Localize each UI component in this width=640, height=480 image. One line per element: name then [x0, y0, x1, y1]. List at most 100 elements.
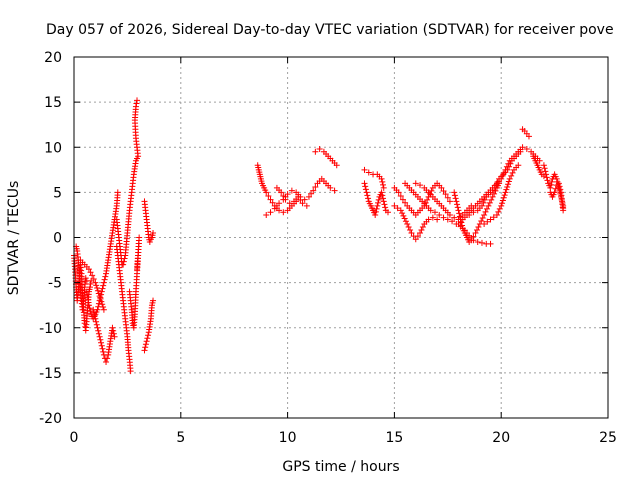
data-point — [103, 359, 110, 366]
data-point — [468, 237, 475, 244]
data-point — [482, 208, 489, 215]
data-point — [424, 196, 431, 203]
data-point — [305, 193, 312, 200]
data-point — [501, 192, 508, 199]
y-tick-label: 20 — [44, 50, 62, 66]
data-point — [451, 189, 458, 196]
data-point — [506, 175, 513, 182]
data-point — [523, 146, 530, 153]
x-axis-label: GPS time / hours — [282, 459, 399, 475]
data-point — [557, 186, 564, 193]
data-point — [404, 220, 411, 227]
data-point — [487, 240, 494, 247]
data-point — [417, 182, 424, 189]
data-point — [493, 211, 500, 218]
data-point — [372, 211, 379, 218]
x-tick-label: 20 — [492, 430, 510, 446]
data-point — [478, 202, 485, 209]
data-point — [288, 187, 295, 194]
x-tick-label: 0 — [70, 430, 79, 446]
data-point — [498, 202, 505, 209]
data-point — [401, 215, 408, 222]
data-point — [473, 226, 480, 233]
data-point — [434, 216, 441, 223]
data-point — [96, 333, 103, 340]
data-point — [548, 181, 555, 188]
data-point — [91, 312, 98, 319]
data-point — [100, 282, 107, 289]
data-point — [263, 189, 270, 196]
data-point — [543, 174, 550, 181]
data-point — [452, 195, 459, 202]
data-point — [82, 275, 89, 282]
data-point — [494, 178, 501, 185]
data-point — [94, 324, 101, 331]
data-point — [142, 344, 149, 351]
data-point — [425, 216, 432, 223]
data-point — [382, 204, 389, 211]
data-point — [278, 189, 285, 196]
data-point — [486, 199, 493, 206]
data-point — [276, 207, 283, 214]
data-point — [312, 183, 319, 190]
data-point — [380, 198, 387, 205]
data-point — [407, 226, 414, 233]
data-point — [87, 280, 94, 287]
data-point — [480, 199, 487, 206]
data-point — [505, 181, 512, 188]
data-point — [483, 205, 490, 212]
data-point — [381, 201, 388, 208]
data-point — [92, 279, 99, 286]
data-point — [429, 214, 436, 221]
data-point — [310, 187, 317, 194]
data-point — [111, 333, 118, 340]
data-point — [470, 209, 477, 216]
data-point — [397, 192, 404, 199]
data-point — [508, 172, 515, 179]
data-point — [308, 190, 315, 197]
data-point — [134, 266, 141, 273]
data-point — [295, 193, 302, 200]
data-point — [444, 216, 451, 223]
data-point — [399, 210, 406, 217]
data-point — [90, 309, 97, 316]
data-point — [333, 162, 340, 169]
y-tick-label: -5 — [48, 276, 62, 292]
data-point — [479, 214, 486, 221]
x-tick-label: 5 — [176, 430, 185, 446]
data-point — [132, 103, 139, 110]
y-tick-label: 15 — [44, 95, 62, 111]
data-point — [478, 217, 485, 224]
data-point — [110, 327, 117, 334]
data-point — [380, 184, 387, 191]
data-point — [525, 133, 532, 140]
data-point — [94, 287, 101, 294]
data-point — [361, 180, 368, 187]
tick-labels: 0 5 10 15 20 25 -20 -15 -10 -5 0 5 10 15 20 — [39, 50, 617, 446]
data-point — [427, 207, 434, 214]
data-point — [487, 216, 494, 223]
data-point — [474, 239, 481, 246]
data-point — [267, 209, 274, 216]
data-point — [98, 339, 105, 346]
data-point — [556, 183, 563, 190]
data-point — [475, 223, 482, 230]
data-point — [540, 162, 547, 169]
chart-title: Day 057 of 2026, Sidereal Day-to-day VTE… — [46, 22, 614, 38]
data-point — [144, 335, 151, 342]
data-point — [110, 330, 117, 337]
data-point — [509, 169, 516, 176]
data-point — [364, 192, 371, 199]
data-point — [83, 277, 90, 284]
data-point — [503, 186, 510, 193]
data-point — [499, 197, 506, 204]
data-point — [143, 338, 150, 345]
data-point — [412, 180, 419, 187]
data-point — [397, 207, 404, 214]
data-point — [446, 211, 453, 218]
data-point — [504, 183, 511, 190]
data-point — [553, 175, 560, 182]
data-point — [150, 229, 157, 236]
data-point — [85, 266, 92, 273]
data-point — [87, 269, 94, 276]
